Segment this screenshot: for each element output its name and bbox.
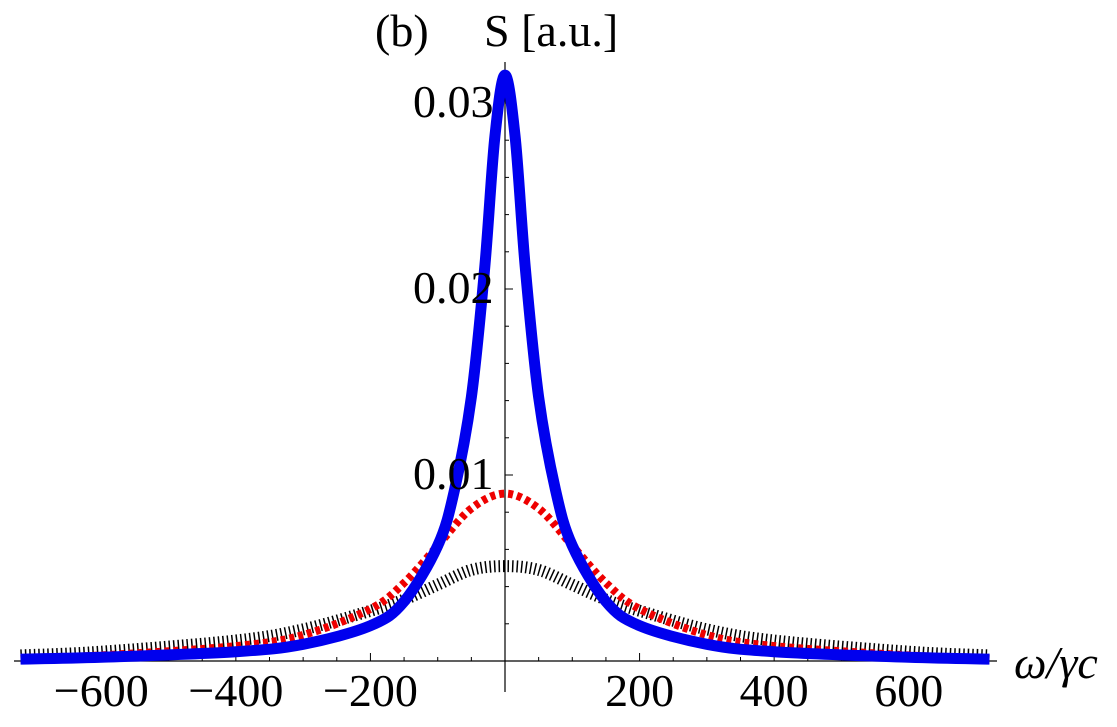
y-tick-label: 0.02 [413,262,494,313]
x-axis-title: ω/γc [1014,637,1098,688]
x-tick-label: −400 [188,665,283,716]
x-tick-label: 400 [740,665,809,716]
x-tick-label: −200 [323,665,418,716]
tick-labels: −600 −400 −200 200 400 600 0.01 0.02 0.03 [54,76,943,716]
x-tick-label: 200 [605,665,674,716]
x-tick-label: −600 [54,665,149,716]
axes [14,62,997,692]
series-line-dashed [20,489,990,664]
x-tick-label: 600 [874,665,943,716]
y-tick-label: 0.01 [413,448,494,499]
series-line-solid [20,69,990,665]
y-axis-title: S [a.u.] [484,5,618,56]
series-line-dotted [20,560,990,662]
y-tick-label: 0.03 [413,76,494,127]
panel-label: (b) [375,5,429,56]
series-layer [20,69,990,665]
